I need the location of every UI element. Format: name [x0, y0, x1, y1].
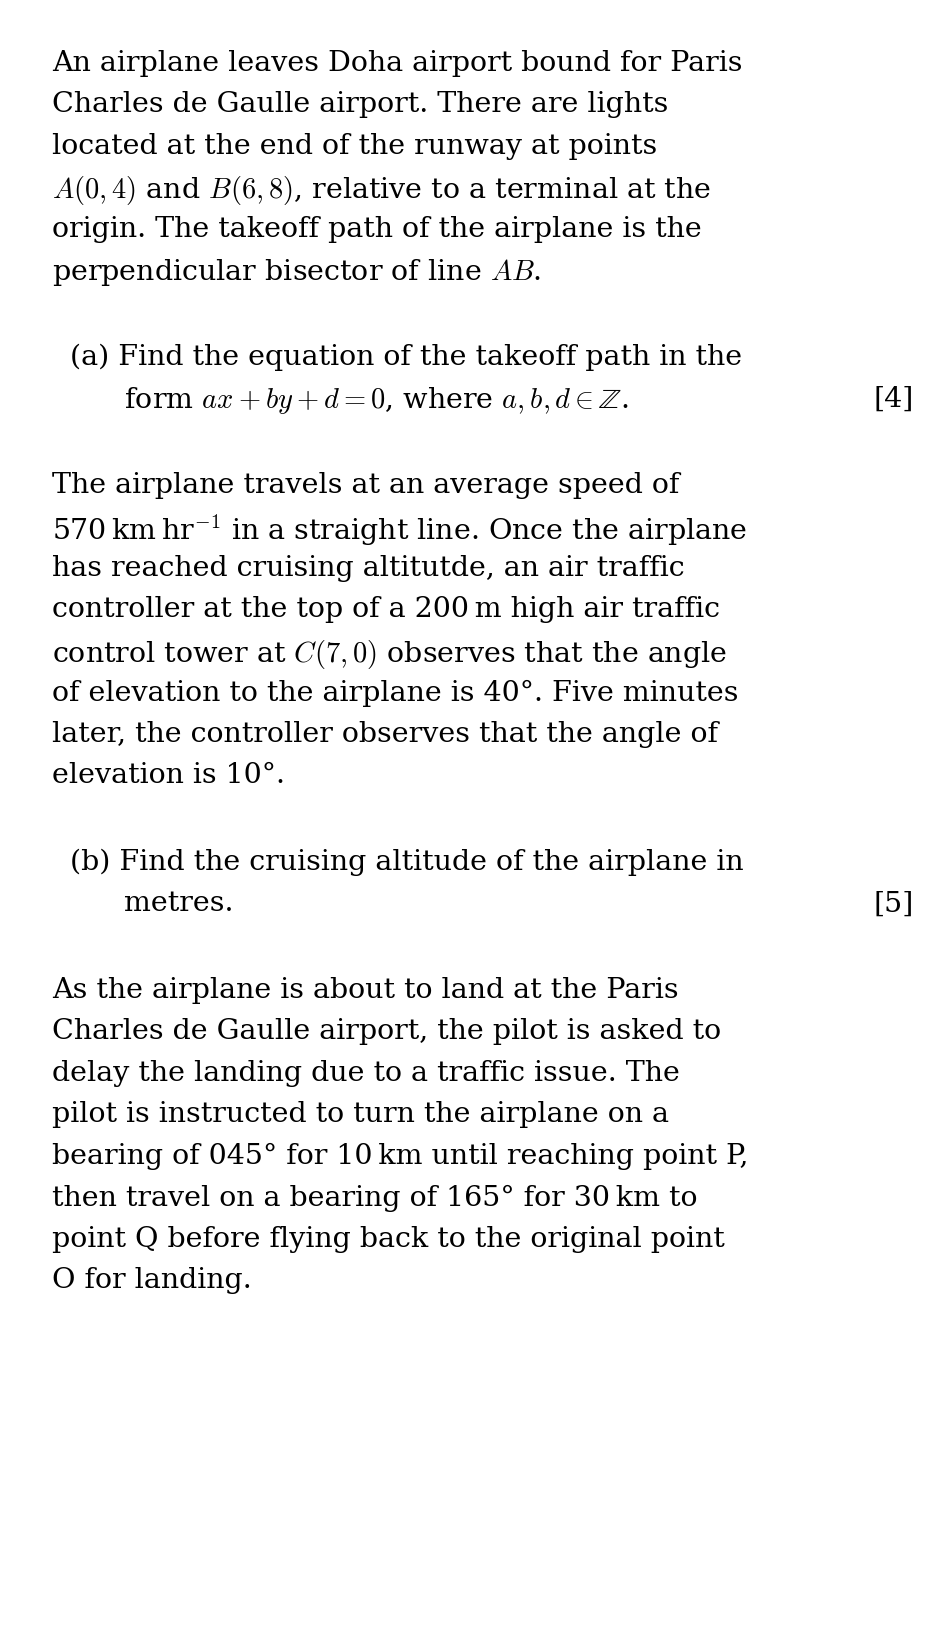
Text: origin. The takeoff path of the airplane is the: origin. The takeoff path of the airplane…	[52, 216, 701, 242]
Text: metres.: metres.	[70, 890, 233, 916]
Text: As the airplane is about to land at the Paris: As the airplane is about to land at the …	[52, 976, 679, 1004]
Text: located at the end of the runway at points: located at the end of the runway at poin…	[52, 133, 658, 160]
Text: controller at the top of a 200 m high air traffic: controller at the top of a 200 m high ai…	[52, 597, 720, 623]
Text: Charles de Gaulle airport, the pilot is asked to: Charles de Gaulle airport, the pilot is …	[52, 1018, 721, 1045]
Text: has reached cruising altitutde, an air traffic: has reached cruising altitutde, an air t…	[52, 555, 684, 582]
Text: elevation is 10°.: elevation is 10°.	[52, 761, 285, 789]
Text: delay the landing due to a traffic issue. The: delay the landing due to a traffic issue…	[52, 1060, 679, 1086]
Text: of elevation to the airplane is 40°. Five minutes: of elevation to the airplane is 40°. Fiv…	[52, 679, 738, 705]
Text: point Q before flying back to the original point: point Q before flying back to the origin…	[52, 1224, 725, 1252]
Text: An airplane leaves Doha airport bound for Paris: An airplane leaves Doha airport bound fo…	[52, 49, 742, 77]
Text: bearing of 045° for 10 km until reaching point P,: bearing of 045° for 10 km until reaching…	[52, 1142, 749, 1170]
Text: [5]: [5]	[874, 890, 914, 916]
Text: then travel on a bearing of 165° for 30 km to: then travel on a bearing of 165° for 30 …	[52, 1183, 698, 1211]
Text: pilot is instructed to turn the airplane on a: pilot is instructed to turn the airplane…	[52, 1101, 669, 1127]
Text: Charles de Gaulle airport. There are lights: Charles de Gaulle airport. There are lig…	[52, 91, 668, 119]
Text: form $ax + by + d = 0$, where $a, b, d \in \mathbb{Z}$.: form $ax + by + d = 0$, where $a, b, d \…	[70, 386, 628, 417]
Text: later, the controller observes that the angle of: later, the controller observes that the …	[52, 720, 718, 748]
Text: perpendicular bisector of line $AB$.: perpendicular bisector of line $AB$.	[52, 257, 541, 288]
Text: 570 km hr$^{-1}$ in a straight line. Once the airplane: 570 km hr$^{-1}$ in a straight line. Onc…	[52, 513, 748, 549]
Text: The airplane travels at an average speed of: The airplane travels at an average speed…	[52, 471, 679, 499]
Text: O for landing.: O for landing.	[52, 1267, 251, 1294]
Text: [4]: [4]	[874, 386, 914, 412]
Text: control tower at $C(7, 0)$ observes that the angle: control tower at $C(7, 0)$ observes that…	[52, 638, 727, 671]
Text: (a) Find the equation of the takeoff path in the: (a) Find the equation of the takeoff pat…	[70, 344, 742, 371]
Text: $A(0, 4)$ and $B(6, 8)$, relative to a terminal at the: $A(0, 4)$ and $B(6, 8)$, relative to a t…	[52, 175, 711, 208]
Text: (b) Find the cruising altitude of the airplane in: (b) Find the cruising altitude of the ai…	[70, 849, 744, 875]
